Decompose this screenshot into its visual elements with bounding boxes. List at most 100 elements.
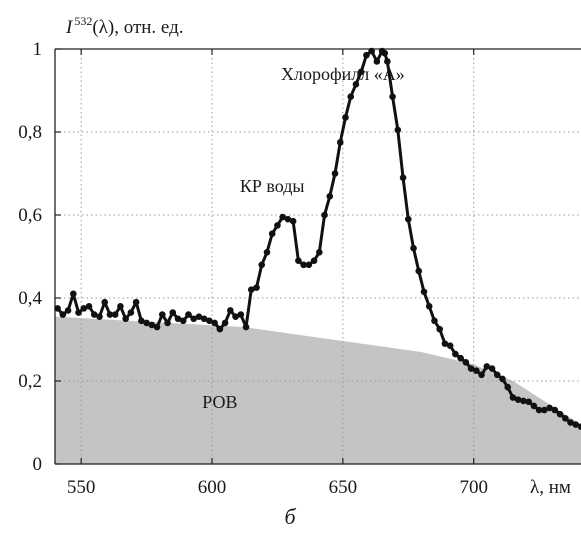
- data-point: [96, 313, 103, 320]
- annotation-label: РОВ: [202, 392, 237, 412]
- data-point: [352, 80, 360, 88]
- data-point: [363, 51, 370, 59]
- data-point: [399, 174, 407, 181]
- data-point: [227, 307, 234, 314]
- annotation-label: Хлорофилл «А»: [281, 64, 405, 84]
- y-tick-label: 0,4: [18, 288, 42, 309]
- y-tick-label: 1: [33, 39, 43, 60]
- data-point: [138, 317, 145, 325]
- y-label-superscript: 532: [74, 14, 92, 28]
- data-point: [415, 267, 423, 275]
- data-point: [258, 261, 266, 269]
- y-label-symbol: I: [65, 17, 74, 38]
- background-area: [55, 316, 581, 464]
- data-point: [106, 311, 114, 318]
- data-point: [59, 311, 67, 318]
- data-point: [410, 244, 417, 252]
- data-point: [514, 396, 522, 403]
- data-point: [436, 325, 443, 333]
- data-point: [321, 211, 328, 219]
- data-point: [143, 319, 150, 327]
- data-point: [462, 359, 470, 366]
- data-point: [530, 402, 538, 410]
- data-point: [221, 319, 229, 327]
- data-point: [300, 261, 307, 269]
- series-layer: [54, 47, 581, 430]
- data-point: [504, 383, 512, 391]
- data-point: [122, 315, 129, 323]
- data-point: [336, 139, 344, 146]
- data-point: [179, 317, 187, 325]
- data-point: [169, 309, 177, 316]
- grid-layer: [55, 49, 581, 464]
- data-point: [200, 315, 208, 323]
- data-point: [75, 309, 82, 316]
- data-point: [425, 303, 433, 310]
- data-point: [232, 313, 239, 320]
- data-point: [274, 222, 281, 229]
- data-point: [316, 249, 323, 256]
- data-point: [85, 303, 93, 310]
- data-point: [499, 375, 506, 383]
- data-point: [247, 286, 255, 294]
- data-point: [54, 305, 61, 312]
- data-point: [211, 319, 218, 327]
- data-point: [132, 298, 140, 306]
- data-point: [268, 230, 276, 237]
- y-axis-label: I 532(λ), отн. ед.: [65, 14, 184, 38]
- data-point: [493, 371, 501, 379]
- data-point: [381, 49, 389, 57]
- data-point: [295, 257, 302, 264]
- data-point: [373, 58, 381, 65]
- data-point: [64, 307, 72, 314]
- x-tick-label: 550: [67, 477, 96, 498]
- data-point: [148, 321, 156, 329]
- data-point: [174, 315, 182, 323]
- data-point: [535, 406, 543, 414]
- data-point: [101, 298, 109, 306]
- data-point: [153, 323, 161, 331]
- data-point: [206, 317, 213, 325]
- y-label-rest: (λ), отн. ед.: [92, 17, 183, 38]
- data-point: [561, 415, 569, 422]
- data-point: [441, 340, 449, 347]
- data-point: [90, 311, 98, 318]
- data-point: [394, 126, 402, 134]
- x-tick-label: 700: [459, 477, 488, 498]
- data-point: [237, 311, 245, 318]
- data-point: [551, 406, 559, 414]
- data-point: [342, 114, 349, 121]
- x-tick-label: 650: [329, 477, 358, 498]
- data-point: [347, 93, 355, 101]
- data-point: [389, 93, 396, 101]
- background-area-layer: [55, 316, 581, 464]
- x-tick-label: 600: [198, 477, 227, 498]
- data-point: [185, 311, 192, 318]
- data-point: [284, 215, 292, 223]
- data-point: [525, 398, 532, 406]
- data-point: [384, 58, 391, 65]
- data-point: [572, 421, 580, 428]
- data-point: [452, 350, 459, 358]
- y-tick-label: 0,2: [18, 371, 42, 392]
- annotation-label: КР воды: [240, 176, 305, 196]
- y-tick-label: 0,6: [18, 205, 42, 226]
- data-point: [117, 303, 124, 310]
- data-point: [546, 404, 553, 412]
- data-point: [420, 288, 428, 296]
- data-point: [289, 217, 297, 225]
- data-point: [431, 317, 438, 325]
- data-point: [509, 394, 517, 401]
- data-point: [127, 309, 135, 316]
- data-point: [368, 47, 375, 55]
- data-point: [326, 193, 334, 200]
- x-axis-label: λ, нм: [530, 477, 571, 498]
- data-point: [567, 419, 574, 426]
- data-point: [457, 354, 464, 362]
- y-tick-label: 0,8: [18, 122, 42, 143]
- data-point: [357, 68, 365, 76]
- data-point: [310, 257, 318, 264]
- data-point: [195, 313, 203, 320]
- y-tick-label: 0: [33, 454, 43, 475]
